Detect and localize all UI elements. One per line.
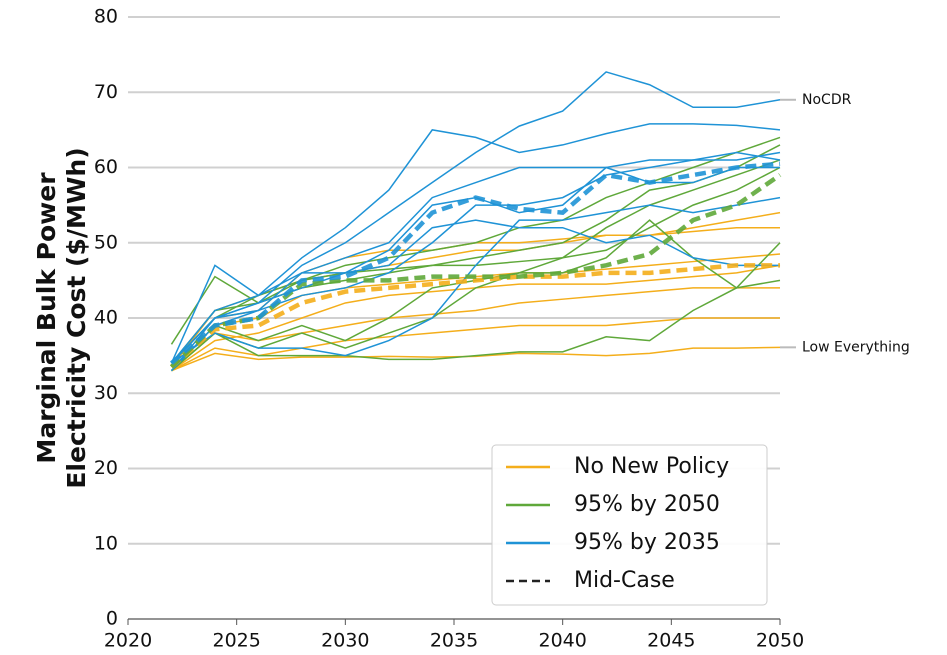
run-line <box>170 211 781 368</box>
run-line <box>170 219 780 364</box>
y-tick-label: 30 <box>94 382 118 404</box>
x-tick-label: 2030 <box>321 630 369 652</box>
legend-label: No New Policy <box>574 454 729 479</box>
y-axis-label: Marginal Bulk Power <box>32 172 61 464</box>
x-tick-label: 2040 <box>538 630 586 652</box>
run-line <box>170 279 781 372</box>
annotation: Low Everything <box>802 339 910 355</box>
legend: No New Policy 95% by 2050 95% by 2035 Mid-C… <box>491 444 768 606</box>
y-tick-label: 0 <box>106 608 118 630</box>
legend-box <box>491 444 768 606</box>
legend-label: Mid-Case <box>574 568 675 593</box>
run-line <box>170 226 780 364</box>
y-axis-label: Electricity Cost ($/MWh) <box>62 147 91 488</box>
y-tick-label: 20 <box>94 457 118 479</box>
y-tick-label: 50 <box>94 231 118 253</box>
run-line <box>170 159 781 372</box>
y-tick-label: 80 <box>94 6 118 28</box>
run-line <box>171 317 780 372</box>
mid-case-line <box>169 173 782 369</box>
run-line <box>170 123 781 364</box>
y-tick-label: 70 <box>94 81 118 103</box>
legend-label: 95% by 2035 <box>574 530 720 555</box>
y-tick-label: 40 <box>94 307 118 329</box>
y-tick-label: 60 <box>94 156 118 178</box>
x-tick-label: 2035 <box>430 630 478 652</box>
x-tick-label: 2045 <box>647 630 695 652</box>
legend-label: 95% by 2050 <box>574 492 720 517</box>
run-line <box>170 71 781 364</box>
annotation: NoCDR <box>802 92 852 108</box>
mid-case-line <box>169 161 781 365</box>
run-line <box>171 346 781 372</box>
x-tick-label: 2020 <box>104 630 152 652</box>
run-line <box>171 196 781 364</box>
mid-case-line <box>169 263 780 369</box>
x-tick-label: 2025 <box>212 630 260 652</box>
run-line <box>170 287 780 372</box>
run-line <box>170 136 781 345</box>
y-tick-label: 10 <box>94 532 118 554</box>
x-tick-label: 2050 <box>756 630 804 652</box>
